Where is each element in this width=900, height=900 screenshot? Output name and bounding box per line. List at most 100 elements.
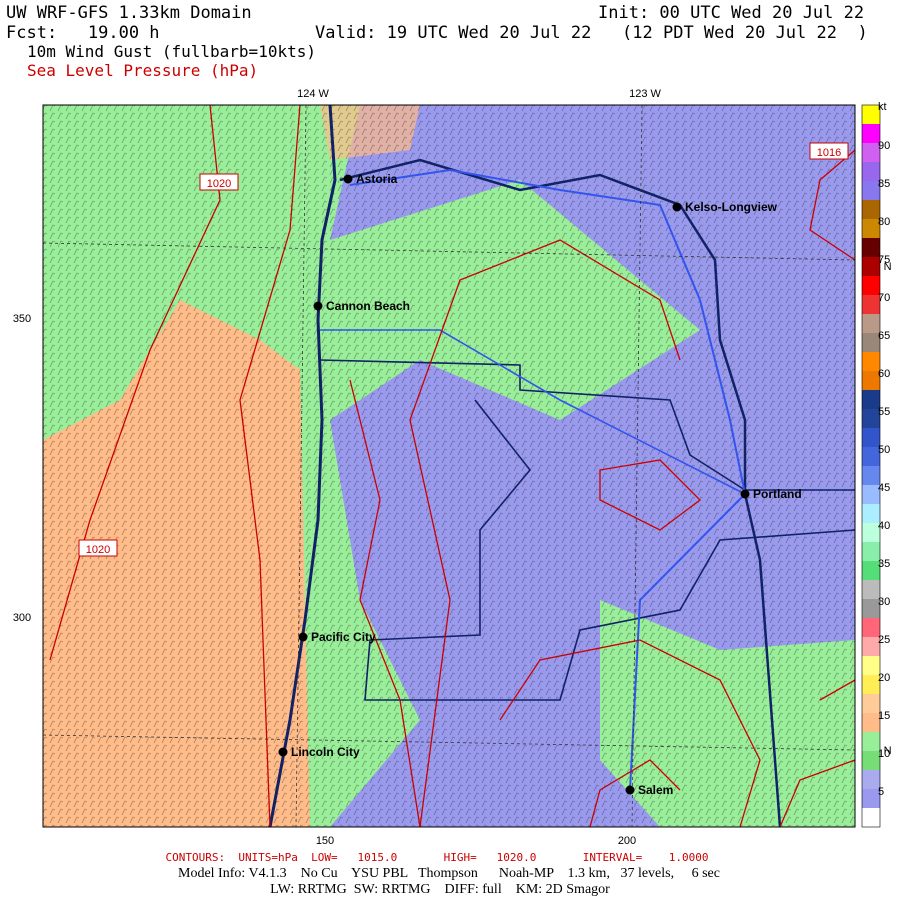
colorbar-bin <box>862 409 880 429</box>
colorbar-bin <box>862 485 880 505</box>
colorbar-label: 75 <box>878 254 890 266</box>
colorbar-bin <box>862 637 880 657</box>
colorbar-bin <box>862 124 880 144</box>
pressure-contours <box>49 105 855 827</box>
colorbar-bin <box>862 808 880 828</box>
colorbar-bin <box>862 580 880 600</box>
colorbar-bin <box>862 751 880 771</box>
wind-barbs <box>43 105 855 827</box>
colorbar-bin <box>862 789 880 809</box>
colorbar-label: 20 <box>878 672 890 684</box>
colorbar-label: 45 <box>878 482 890 494</box>
city-label: Lincoln City <box>291 745 360 759</box>
colorbar-bin <box>862 143 880 163</box>
colorbar-bin <box>862 371 880 391</box>
city-label: Astoria <box>356 172 398 186</box>
colorbar-label: 30 <box>878 596 890 608</box>
city-marker <box>672 202 682 212</box>
city-marker <box>625 785 635 795</box>
city-label: Cannon Beach <box>326 299 410 313</box>
city-marker <box>313 301 323 311</box>
colorbar-bin <box>862 238 880 258</box>
colorbar-bin <box>862 770 880 790</box>
colorbar-bin <box>862 599 880 619</box>
model-info: Model Info: V4.1.3 No Cu YSU PBL Thompso… <box>178 866 720 881</box>
colorbar-bin <box>862 352 880 372</box>
river <box>320 329 746 495</box>
city-label: Salem <box>638 783 673 797</box>
longitude-label: 123 W <box>629 88 661 100</box>
graticule <box>43 105 855 827</box>
colorbar-bin <box>862 219 880 239</box>
contour-label-box <box>199 173 239 191</box>
colorbar-bin <box>862 466 880 486</box>
y-axis-label: 300 <box>13 612 31 624</box>
colorbar-label: 15 <box>878 710 890 722</box>
coastline <box>268 105 337 827</box>
contour-label: 1020 <box>207 178 231 190</box>
colorbar-unit: kt <box>878 101 887 113</box>
colorbar-bin <box>862 694 880 714</box>
forecast-hour: Fcst: 19.00 h <box>6 23 160 43</box>
colorbar-label: 5 <box>878 786 884 798</box>
colorbar-bin <box>862 447 880 467</box>
colorbar-bin <box>862 656 880 676</box>
colorbar-label: 80 <box>878 216 890 228</box>
colorbar-label: 85 <box>878 178 890 190</box>
colorbar-label: 55 <box>878 406 890 418</box>
colorbar-bin <box>862 390 880 410</box>
contour-field-label: Sea Level Pressure (hPa) <box>27 61 258 80</box>
y-axis-label: 350 <box>13 313 31 325</box>
city-marker <box>298 632 308 642</box>
colorbar-bin <box>862 162 880 182</box>
colorbar-label: 35 <box>878 558 890 570</box>
contour-label-box <box>78 539 118 557</box>
colorbar-bin <box>862 732 880 752</box>
colorbar-bin <box>862 257 880 277</box>
colorbar-bin <box>862 428 880 448</box>
city-marker <box>740 489 750 499</box>
colorbar-label: 40 <box>878 520 890 532</box>
colorbar-bin <box>862 181 880 201</box>
colorbar-bin <box>862 504 880 524</box>
city-label: Kelso-Longview <box>685 200 778 214</box>
colorbar-label: 65 <box>878 330 890 342</box>
city-label: Portland <box>753 487 802 501</box>
colorbar-bin <box>862 295 880 315</box>
colorbar-label: 10 <box>878 748 890 760</box>
colorbar-bin <box>862 675 880 695</box>
colorbar-bin <box>862 618 880 638</box>
map <box>43 105 855 827</box>
colorbar-label: 25 <box>878 634 890 646</box>
contour-info: CONTOURS: UNITS=hPa LOW= 1015.0 HIGH= 10… <box>165 851 708 864</box>
county-border <box>364 399 855 701</box>
physics-info: LW: RRTMG SW: RRTMG DIFF: full KM: 2D Sm… <box>270 882 610 897</box>
river <box>349 168 747 791</box>
colorbar-label: 70 <box>878 292 890 304</box>
valid-time: Valid: 19 UTC Wed 20 Jul 22 (12 PDT Wed … <box>315 23 868 43</box>
colorbar-bin <box>862 542 880 562</box>
colorbar-bin <box>862 713 880 733</box>
field-label: 10m Wind Gust (fullbarb=10kts) <box>27 42 316 61</box>
colorbar-bin <box>862 314 880 334</box>
state-border <box>339 158 782 827</box>
colorbar-bin <box>862 200 880 220</box>
contour-label-box <box>809 142 849 160</box>
city-label: Pacific City <box>311 630 376 644</box>
x-axis-label: 200 <box>618 835 636 847</box>
colorbar-label: 90 <box>878 140 890 152</box>
colorbar-bin <box>862 333 880 353</box>
colorbar-bin <box>862 105 880 125</box>
colorbar-label: 60 <box>878 368 890 380</box>
colorbar-label: 50 <box>878 444 890 456</box>
map-frame <box>42 104 856 828</box>
contour-label: 1016 <box>817 147 841 159</box>
city-marker <box>278 747 288 757</box>
colorbar-bin <box>862 561 880 581</box>
x-axis-label: 150 <box>316 835 334 847</box>
colorbar-bin <box>862 523 880 543</box>
longitude-label: 124 W <box>297 88 329 100</box>
colorbar-bin <box>862 276 880 296</box>
city-marker <box>343 174 353 184</box>
